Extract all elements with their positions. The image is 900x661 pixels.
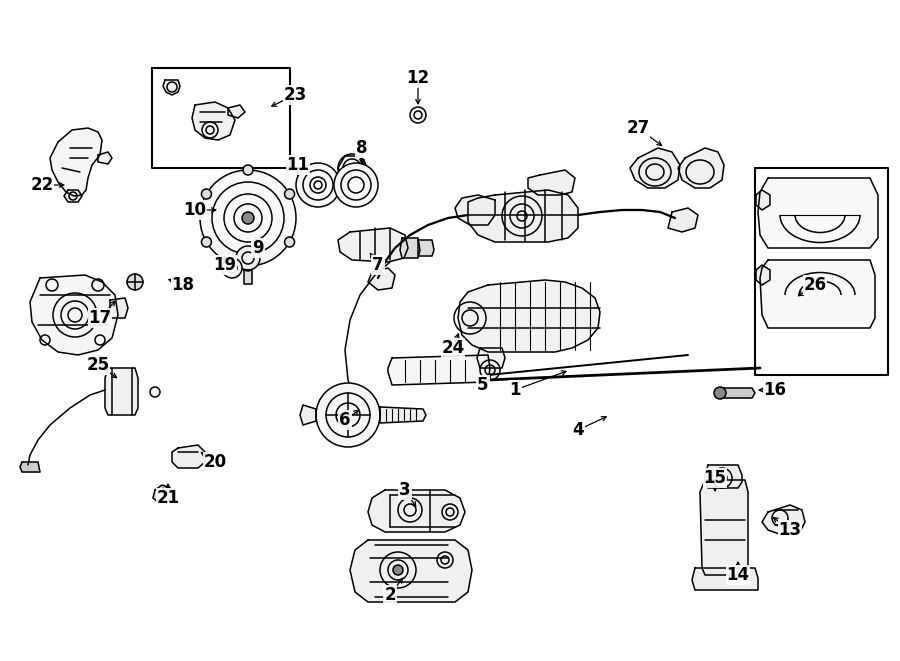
Polygon shape (30, 275, 118, 355)
Circle shape (334, 163, 378, 207)
Polygon shape (700, 480, 748, 575)
Polygon shape (368, 268, 395, 290)
Text: 1: 1 (509, 381, 521, 399)
Circle shape (338, 154, 366, 182)
Text: 5: 5 (477, 376, 489, 394)
Text: 26: 26 (804, 276, 826, 294)
Text: 12: 12 (407, 69, 429, 87)
Text: 23: 23 (284, 86, 307, 104)
Text: 18: 18 (172, 276, 194, 294)
Text: 15: 15 (704, 469, 726, 487)
Text: 4: 4 (572, 421, 584, 439)
Text: 9: 9 (252, 239, 264, 257)
Circle shape (222, 258, 242, 278)
Circle shape (200, 170, 296, 266)
Polygon shape (348, 400, 364, 412)
Polygon shape (756, 190, 770, 210)
Polygon shape (163, 80, 180, 95)
Text: 25: 25 (86, 356, 110, 374)
Polygon shape (400, 238, 420, 258)
Polygon shape (455, 195, 495, 225)
Polygon shape (668, 208, 698, 232)
Circle shape (236, 246, 260, 270)
Polygon shape (692, 568, 758, 590)
Circle shape (127, 274, 143, 290)
Polygon shape (350, 540, 472, 602)
Polygon shape (338, 228, 408, 262)
Text: 10: 10 (184, 201, 206, 219)
Circle shape (243, 261, 253, 271)
Polygon shape (758, 178, 878, 248)
Text: 7: 7 (373, 256, 383, 274)
Text: 24: 24 (441, 339, 464, 357)
Circle shape (202, 237, 211, 247)
Polygon shape (228, 105, 245, 118)
Polygon shape (300, 405, 316, 425)
Polygon shape (244, 270, 252, 284)
Polygon shape (468, 190, 578, 242)
Circle shape (410, 107, 426, 123)
Polygon shape (368, 490, 465, 532)
Text: 17: 17 (88, 309, 112, 327)
Circle shape (480, 360, 500, 380)
Circle shape (714, 387, 726, 399)
Polygon shape (760, 260, 875, 328)
Polygon shape (630, 148, 680, 188)
Polygon shape (756, 265, 770, 285)
Text: 3: 3 (400, 481, 410, 499)
Text: 19: 19 (213, 256, 237, 274)
Polygon shape (678, 148, 724, 188)
Polygon shape (110, 298, 128, 318)
Polygon shape (105, 368, 138, 415)
Text: 27: 27 (626, 119, 650, 137)
Text: 2: 2 (384, 586, 396, 604)
Polygon shape (477, 348, 505, 368)
Polygon shape (192, 102, 235, 140)
Polygon shape (153, 485, 172, 502)
Text: 8: 8 (356, 139, 368, 157)
Polygon shape (715, 388, 755, 398)
Text: 6: 6 (339, 411, 351, 429)
Circle shape (242, 212, 254, 224)
Polygon shape (528, 170, 575, 195)
Polygon shape (388, 355, 490, 385)
Circle shape (202, 189, 211, 199)
Text: 21: 21 (157, 489, 180, 507)
Text: 16: 16 (763, 381, 787, 399)
Text: 11: 11 (286, 156, 310, 174)
Polygon shape (64, 190, 82, 202)
Circle shape (393, 565, 403, 575)
Polygon shape (762, 505, 805, 535)
Circle shape (284, 189, 294, 199)
Polygon shape (705, 465, 742, 488)
Circle shape (243, 165, 253, 175)
Text: 22: 22 (31, 176, 54, 194)
Polygon shape (380, 407, 426, 423)
Text: 14: 14 (726, 566, 750, 584)
Circle shape (316, 383, 380, 447)
Text: 20: 20 (203, 453, 227, 471)
Polygon shape (418, 240, 434, 256)
Circle shape (296, 163, 340, 207)
Circle shape (284, 237, 294, 247)
Polygon shape (458, 280, 600, 352)
Text: 13: 13 (778, 521, 802, 539)
Polygon shape (20, 462, 40, 472)
Polygon shape (172, 445, 205, 468)
Polygon shape (50, 128, 102, 196)
Polygon shape (98, 152, 112, 164)
